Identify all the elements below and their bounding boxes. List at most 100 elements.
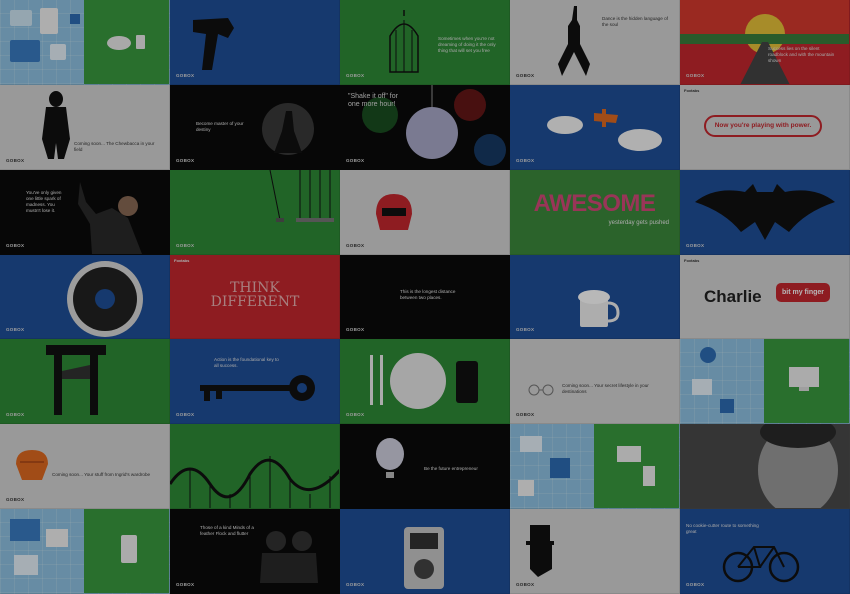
quote-text: Those of a kind Minds of a feather Flock… bbox=[200, 525, 254, 537]
brand-logo: GOBOX bbox=[346, 72, 365, 78]
slide-tile[interactable]: Coming soon... Your stuff from Ingrid's … bbox=[0, 424, 170, 510]
quote-text: Be the future entrepreneur bbox=[424, 466, 478, 472]
brand-logo: GOBOX bbox=[686, 581, 705, 587]
quote-text: "Shake it off" for one more hour! bbox=[348, 92, 398, 108]
quote-text: Coming soon... Your stuff from Ingrid's … bbox=[52, 472, 151, 478]
brand-logo: GOBOX bbox=[516, 157, 535, 163]
newtons-cradle-illustration bbox=[269, 169, 334, 222]
camera-aperture-icon bbox=[67, 260, 143, 337]
slide-tile[interactable]: No cookie-cutter route to something grea… bbox=[680, 509, 850, 594]
quote-text: Now you're playing with power. bbox=[714, 122, 812, 130]
biplane-illustration bbox=[547, 108, 662, 151]
brand-logo: GOBOX bbox=[6, 497, 25, 503]
walkman-device-icon bbox=[404, 527, 444, 590]
slide-tile[interactable]: Success lies on the silent roadblock and… bbox=[680, 0, 850, 85]
brand-logo: GOBOX bbox=[516, 581, 535, 587]
quote-text: Coming soon... The Chewbacca in your fie… bbox=[74, 140, 155, 152]
quote-text: Action is the foundational key to all su… bbox=[214, 357, 279, 369]
brand-tag: Foxtabs bbox=[174, 257, 190, 263]
slide-tile[interactable] bbox=[0, 0, 170, 85]
slide-tile[interactable]: Foxtabs Charlie bit my finger bbox=[680, 254, 850, 340]
quote-text: You've only given one little spark of ma… bbox=[26, 189, 62, 213]
slide-tile[interactable]: Foxtabs Now you're playing with power. bbox=[680, 84, 850, 170]
slide-tile[interactable]: GOBOX bbox=[340, 509, 510, 594]
app-icons-illustration bbox=[692, 347, 734, 414]
roller-coaster-illustration bbox=[170, 456, 339, 509]
slide-tile[interactable] bbox=[0, 509, 170, 594]
quote-text: This is the longest distance between two… bbox=[400, 288, 456, 300]
slide-tile[interactable]: This is the longest distance between two… bbox=[340, 254, 510, 340]
slide-tile[interactable]: Those of a kind Minds of a feather Flock… bbox=[170, 509, 340, 594]
slide-tile[interactable]: AWESOME yesterday gets pushed bbox=[510, 169, 680, 255]
slide-subtitle: yesterday gets pushed bbox=[608, 219, 669, 226]
quote-text: Success lies on the silent roadblock and… bbox=[768, 46, 835, 63]
slide-title: THINK DIFFERENT bbox=[210, 279, 300, 310]
slide-tile[interactable]: Become master of your destiny GOBOX bbox=[170, 84, 340, 170]
slide-tile[interactable]: GOBOX bbox=[510, 84, 680, 170]
slide-tile[interactable] bbox=[680, 424, 850, 510]
brand-logo: GOBOX bbox=[516, 327, 535, 333]
slide-tile[interactable] bbox=[170, 424, 340, 510]
man-portrait-photo bbox=[680, 424, 849, 509]
app-icons-illustration bbox=[10, 8, 80, 62]
turban-icon bbox=[16, 450, 48, 481]
devices-icon bbox=[617, 446, 655, 487]
chewbacca-silhouette bbox=[42, 90, 70, 159]
antique-key-icon bbox=[200, 375, 315, 402]
slide-tile[interactable]: GOBOX bbox=[510, 254, 680, 340]
brand-logo: GOBOX bbox=[346, 581, 365, 587]
brand-logo: GOBOX bbox=[346, 412, 365, 418]
slide-tile[interactable]: Coming soon... Your secret lifestyle in … bbox=[510, 339, 680, 425]
slide-tile[interactable]: GOBOX bbox=[340, 339, 510, 425]
brand-logo: GOBOX bbox=[176, 412, 195, 418]
plate-and-phone-illustration bbox=[370, 353, 478, 410]
slide-tile[interactable]: GOBOX bbox=[0, 254, 170, 340]
disco-ball-illustration bbox=[362, 84, 506, 166]
slide-tile[interactable]: Coming soon... The Chewbacca in your fie… bbox=[0, 84, 170, 170]
brand-logo: GOBOX bbox=[176, 157, 195, 163]
guillotine-illustration bbox=[46, 345, 106, 416]
quote-pill: Now you're playing with power. bbox=[704, 114, 822, 137]
quote-text: Sometimes when you're not dreaming of do… bbox=[438, 36, 496, 53]
green-panel bbox=[594, 424, 679, 509]
app-icons-illustration bbox=[518, 436, 570, 497]
bicycle-icon bbox=[722, 546, 800, 583]
slide-tile[interactable]: GOBOX bbox=[170, 0, 340, 85]
comedian-photo bbox=[78, 181, 142, 254]
slide-tile[interactable]: Foxtabs THINK DIFFERENT bbox=[170, 254, 340, 340]
brand-logo: GOBOX bbox=[176, 242, 195, 248]
lincoln-silhouette bbox=[526, 525, 554, 578]
app-icons-illustration bbox=[10, 519, 68, 576]
quote-text: Become master of your destiny bbox=[196, 120, 244, 132]
computer-icon bbox=[789, 367, 819, 392]
phone-icon bbox=[121, 535, 137, 564]
brand-tag: Foxtabs bbox=[684, 87, 700, 93]
slide-tile[interactable]: GOBOX bbox=[510, 509, 680, 594]
dancer-silhouette bbox=[558, 6, 590, 76]
beer-mug-icon bbox=[578, 289, 620, 327]
hammer-icon bbox=[193, 18, 234, 70]
moon-balloon-illustration bbox=[348, 432, 404, 505]
brand-logo: GOBOX bbox=[6, 242, 25, 248]
slide-tile[interactable]: Dance is the hidden language of the soul… bbox=[510, 0, 680, 85]
brand-logo: GOBOX bbox=[346, 242, 365, 248]
slide-tile[interactable]: "Shake it off" for one more hour! GOBOX bbox=[340, 84, 510, 170]
slide-tile[interactable] bbox=[680, 339, 850, 425]
slide-tile[interactable]: Sometimes when you're not dreaming of do… bbox=[340, 0, 510, 85]
slide-title: AWESOME bbox=[533, 189, 656, 217]
birdcage-icon bbox=[389, 10, 419, 73]
slide-tile[interactable]: GOBOX bbox=[170, 169, 340, 255]
helmet-icon bbox=[376, 193, 412, 230]
brand-logo: GOBOX bbox=[6, 412, 25, 418]
slide-title: Charlie bbox=[704, 286, 762, 306]
brand-logo: GOBOX bbox=[516, 72, 535, 78]
quote-text: Dance is the hidden language of the soul bbox=[602, 16, 668, 27]
brand-logo: GOBOX bbox=[516, 412, 535, 418]
slide-tile[interactable]: GOBOX bbox=[680, 169, 850, 255]
slide-tile[interactable] bbox=[510, 424, 680, 510]
slide-tile[interactable]: You've only given one little spark of ma… bbox=[0, 169, 170, 255]
slide-tile[interactable]: Action is the foundational key to all su… bbox=[170, 339, 340, 425]
slide-tile[interactable]: GOBOX bbox=[340, 169, 510, 255]
slide-tile[interactable]: GOBOX bbox=[0, 339, 170, 425]
slide-tile[interactable]: Be the future entrepreneur bbox=[340, 424, 510, 510]
